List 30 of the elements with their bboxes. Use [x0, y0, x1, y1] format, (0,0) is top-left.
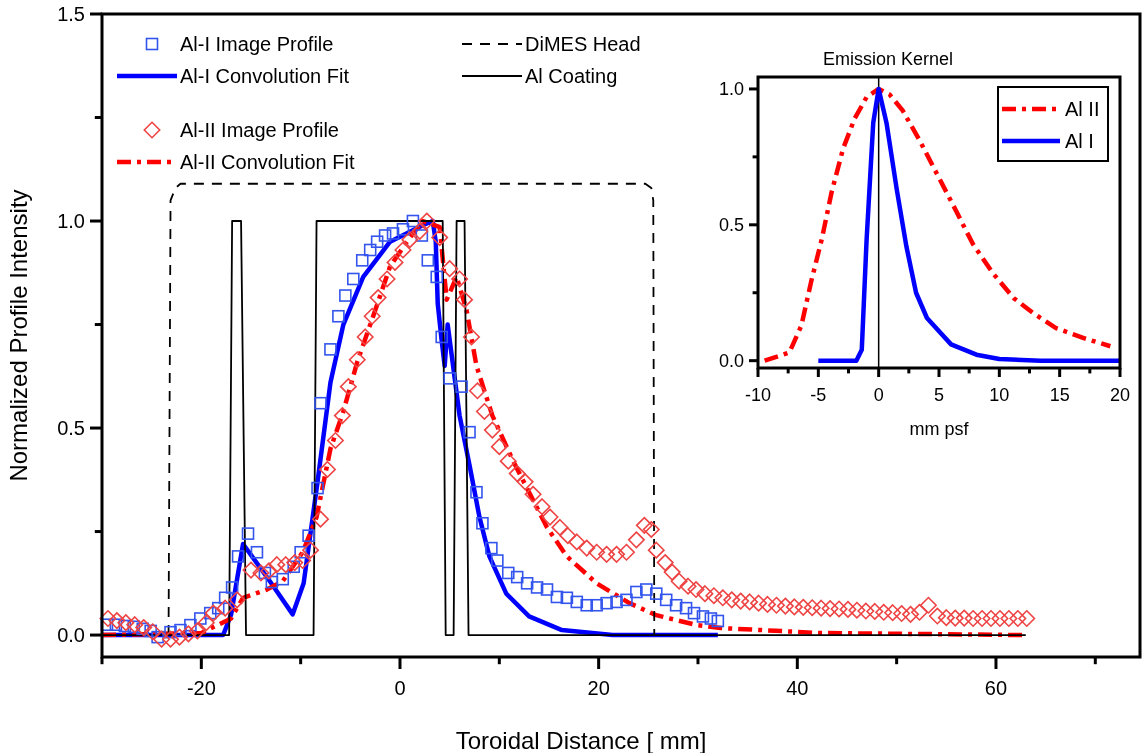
- y-tick-label: 0.0: [57, 624, 85, 647]
- x-tick-label: 5: [933, 385, 945, 405]
- x-tick-label: 20: [1109, 385, 1131, 405]
- legend-label: Al Coating: [525, 65, 618, 87]
- x-tick-label: 60: [984, 677, 1008, 699]
- chart-title: Emission Kernel: [822, 49, 954, 69]
- y-tick-label: 0.5: [57, 417, 85, 440]
- legend-label: DiMES Head: [525, 33, 641, 55]
- x-tick-label: 0: [394, 677, 406, 699]
- x-tick-label: 20: [587, 677, 610, 699]
- legend-label: Al I: [1065, 130, 1094, 152]
- x-tick-label: 10: [989, 385, 1010, 405]
- x-tick-label: 0: [873, 385, 884, 405]
- legend-label: Al-II Image Profile: [180, 119, 339, 141]
- y-axis-title: Normalized Profile Intensity: [5, 189, 32, 482]
- y-tick-label: 0.5: [718, 215, 744, 236]
- x-tick-label: 15: [1049, 385, 1070, 405]
- legend-label: Al-II Convolution Fit: [180, 151, 355, 173]
- x-tick-label: -10: [744, 385, 772, 405]
- x-axis-title: mm psf: [909, 419, 970, 439]
- legend-label: Al II: [1065, 98, 1100, 120]
- x-tick-label: 40: [786, 677, 809, 699]
- y-tick-label: 0.0: [718, 350, 744, 371]
- y-tick-label: 1.5: [57, 3, 85, 25]
- legend-label: Al-I Convolution Fit: [180, 65, 350, 87]
- y-tick-label: 1.0: [57, 210, 85, 233]
- legend-label: Al-I Image Profile: [180, 33, 334, 55]
- x-tick-label: -20: [186, 677, 216, 699]
- y-tick-label: 1.0: [718, 79, 744, 100]
- x-tick-label: -5: [810, 385, 827, 405]
